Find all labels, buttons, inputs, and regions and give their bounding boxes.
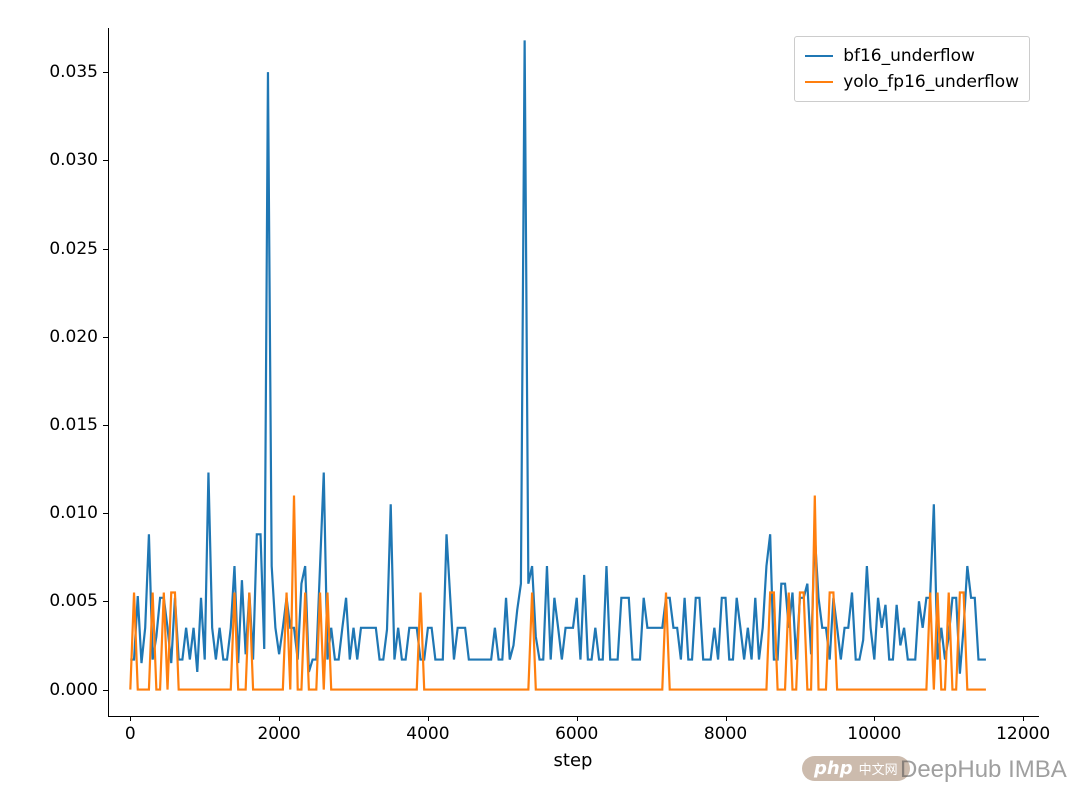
- y-tick-label: 0.005: [49, 591, 98, 611]
- legend-swatch: [805, 81, 833, 84]
- y-tick-label: 0.020: [49, 327, 98, 347]
- x-tick-label: 8000: [704, 724, 747, 744]
- y-tick-label: 0.000: [49, 680, 98, 700]
- watermark-text: DeepHub IMBA: [900, 756, 1067, 784]
- x-tick-label: 6000: [555, 724, 598, 744]
- legend-label: yolo_fp16_underflow: [843, 72, 1019, 92]
- line-chart: 0.000 0.005 0.010 0.015 0.020 0.025 0.030 0.035…: [0, 0, 1080, 811]
- legend-label: bf16_underflow: [843, 46, 975, 66]
- x-tick-label: 0: [125, 724, 136, 744]
- x-tick-label: 2000: [257, 724, 300, 744]
- series-bf16_underflow: [130, 40, 986, 673]
- y-tick-label: 0.015: [49, 415, 98, 435]
- y-tick-label: 0.035: [49, 62, 98, 82]
- chart-lines: [0, 0, 1080, 811]
- x-tick-label: 10000: [847, 724, 901, 744]
- legend: bf16_underflow yolo_fp16_underflow: [794, 36, 1030, 102]
- x-tick-label: 4000: [406, 724, 449, 744]
- legend-item: bf16_underflow: [805, 43, 1019, 69]
- x-tick-label: 12000: [996, 724, 1050, 744]
- y-tick-label: 0.010: [49, 503, 98, 523]
- legend-item: yolo_fp16_underflow: [805, 69, 1019, 95]
- y-tick-label: 0.030: [49, 150, 98, 170]
- legend-swatch: [805, 55, 833, 58]
- watermark-logo: php 中文网: [802, 756, 910, 781]
- y-tick-label: 0.025: [49, 239, 98, 259]
- x-axis-label: step: [554, 750, 593, 771]
